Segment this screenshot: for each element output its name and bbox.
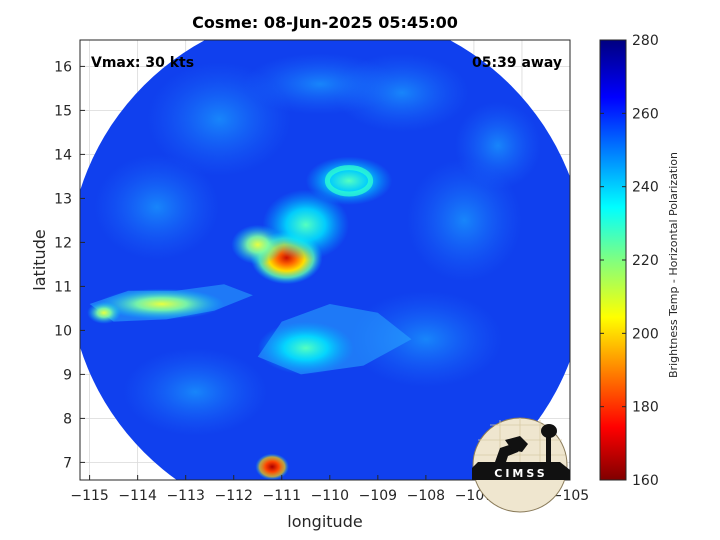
y-tick-label: 8: [63, 411, 72, 427]
x-tick-label: −109: [359, 488, 397, 504]
colorbar-tick-label: 160: [632, 473, 659, 489]
y-tick-label: 9: [63, 367, 72, 383]
swath-texture: [94, 154, 219, 260]
x-tick-label: −113: [166, 488, 204, 504]
y-tick-label: 13: [54, 191, 72, 207]
colorbar-tick-label: 220: [632, 253, 659, 269]
colorbar-tick-label: 180: [632, 400, 659, 416]
x-tick-label: −108: [407, 488, 445, 504]
time-offset-annotation: 05:39 away: [472, 55, 562, 71]
y-tick-label: 14: [54, 147, 72, 163]
y-tick-label: 7: [63, 455, 72, 471]
x-tick-label: −115: [70, 488, 108, 504]
swath-texture: [123, 348, 267, 436]
y-tick-label: 12: [54, 235, 72, 251]
x-tick-label: −110: [311, 488, 349, 504]
water-tower-leg-icon: [546, 436, 551, 466]
feature-south-edge-cell: [255, 454, 289, 480]
chart-title: Cosme: 08-Jun-2025 05:45:00: [192, 13, 458, 32]
x-tick-label: −111: [263, 488, 301, 504]
y-axis-label: latitude: [30, 229, 49, 290]
feature-south-band: [258, 322, 354, 375]
y-tick-label: 11: [54, 279, 72, 295]
y-tick-label: 10: [54, 323, 72, 339]
colorbar-tick-label: 240: [632, 180, 659, 196]
colorbar-tick-label: 280: [632, 33, 659, 49]
colorbar-label: Brightness Temp - Horizontal Polarizatio…: [667, 152, 680, 378]
colorbar-tick-label: 260: [632, 106, 659, 122]
y-tick-label: 15: [54, 103, 72, 119]
vmax-annotation: Vmax: 30 kts: [91, 55, 194, 71]
x-tick-label: −112: [214, 488, 252, 504]
colorbar-tick-label: 200: [632, 326, 659, 342]
logo-text: CIMSS: [494, 467, 547, 480]
feature-north-ring: [306, 157, 392, 205]
x-axis-label: longitude: [287, 512, 362, 531]
x-tick-label: −114: [118, 488, 157, 504]
swath-texture: [455, 102, 541, 190]
water-tower-icon: [541, 424, 557, 438]
y-tick-label: 16: [54, 59, 72, 75]
feature-west-band-tip: [87, 302, 121, 324]
swath-texture: [243, 53, 397, 115]
